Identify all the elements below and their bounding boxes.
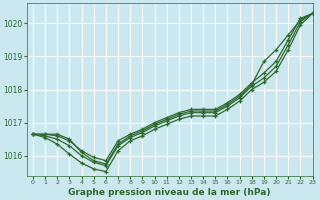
X-axis label: Graphe pression niveau de la mer (hPa): Graphe pression niveau de la mer (hPa) <box>68 188 271 197</box>
